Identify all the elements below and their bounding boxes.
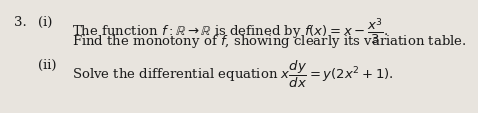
Text: 3.: 3.: [14, 16, 27, 29]
Text: Solve the differential equation $x\dfrac{dy}{dx} = y(2x^2+1)$.: Solve the differential equation $x\dfrac…: [72, 59, 394, 89]
Text: The function $f: \mathbb{R} \rightarrow \mathbb{R}$ is defined by $f(x) = x - \d: The function $f: \mathbb{R} \rightarrow …: [72, 16, 389, 45]
Text: (ii): (ii): [38, 59, 56, 71]
Text: (i): (i): [38, 16, 53, 29]
Text: Find the monotony of $f$, showing clearly its variation table.: Find the monotony of $f$, showing clearl…: [72, 33, 467, 50]
